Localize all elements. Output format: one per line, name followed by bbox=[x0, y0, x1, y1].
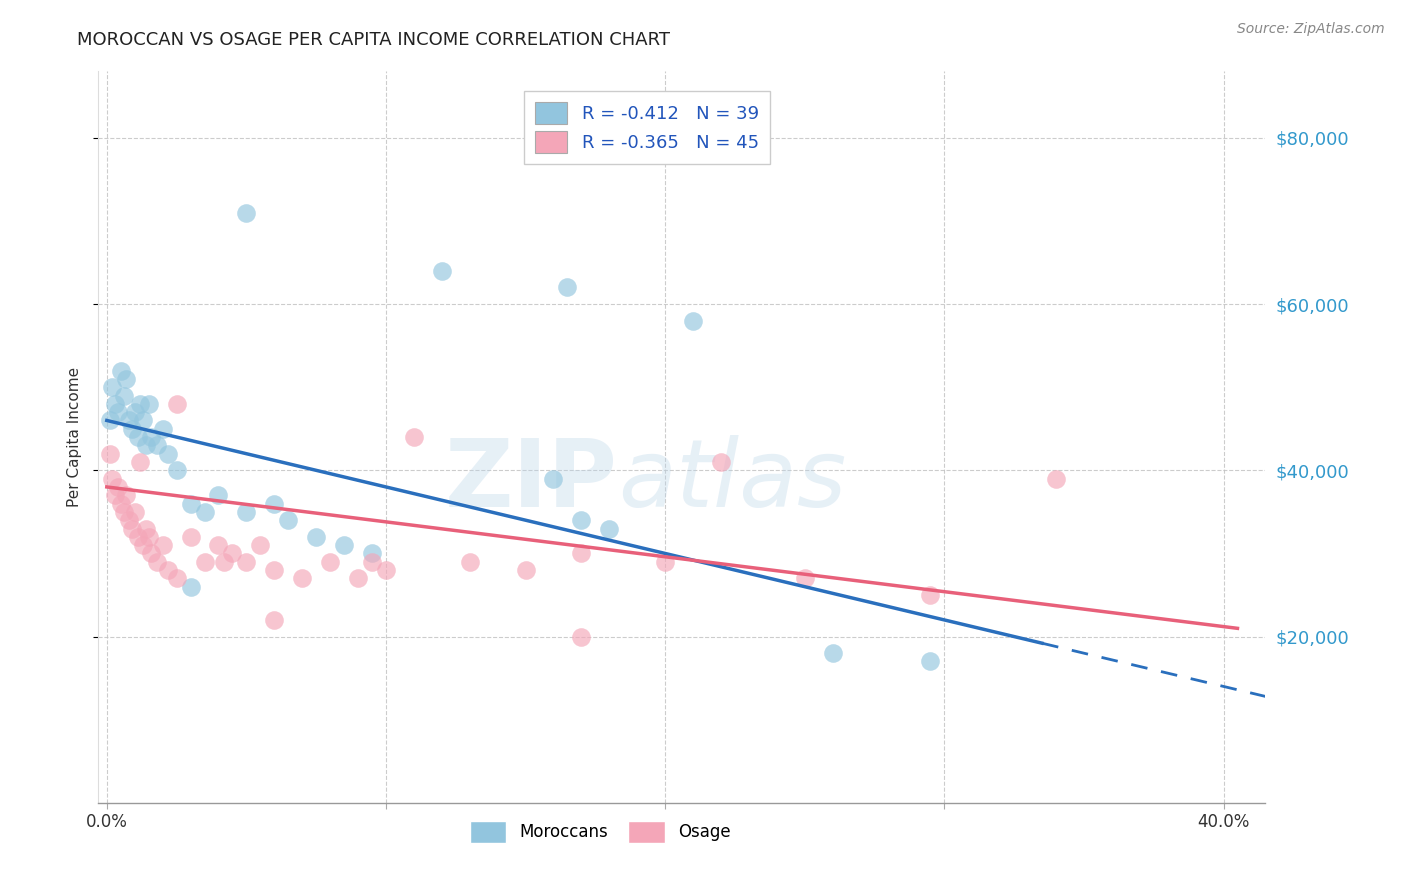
Point bbox=[115, 488, 138, 502]
Point bbox=[157, 563, 180, 577]
Point bbox=[104, 488, 127, 502]
Point bbox=[101, 472, 124, 486]
Point bbox=[193, 555, 215, 569]
Point bbox=[235, 555, 257, 569]
Point bbox=[361, 555, 384, 569]
Point bbox=[118, 513, 141, 527]
Point bbox=[305, 530, 328, 544]
Point bbox=[112, 505, 135, 519]
Point bbox=[152, 538, 174, 552]
Point bbox=[141, 430, 163, 444]
Point bbox=[138, 397, 160, 411]
Point bbox=[110, 363, 132, 377]
Point bbox=[110, 497, 132, 511]
Point bbox=[121, 521, 143, 535]
Point bbox=[135, 438, 157, 452]
Point bbox=[333, 538, 356, 552]
Point bbox=[146, 438, 169, 452]
Point bbox=[682, 314, 704, 328]
Point bbox=[319, 555, 342, 569]
Point bbox=[166, 463, 188, 477]
Point bbox=[221, 546, 243, 560]
Point bbox=[430, 264, 453, 278]
Point bbox=[129, 455, 152, 469]
Point bbox=[166, 397, 188, 411]
Point bbox=[375, 563, 398, 577]
Point bbox=[121, 422, 143, 436]
Point bbox=[107, 405, 129, 419]
Point bbox=[157, 447, 180, 461]
Point bbox=[557, 280, 579, 294]
Point bbox=[263, 497, 285, 511]
Point bbox=[101, 380, 124, 394]
Point bbox=[277, 513, 299, 527]
Point bbox=[129, 397, 152, 411]
Point bbox=[263, 563, 285, 577]
Point bbox=[235, 505, 257, 519]
Point bbox=[793, 571, 815, 585]
Point bbox=[107, 480, 129, 494]
Text: MOROCCAN VS OSAGE PER CAPITA INCOME CORRELATION CHART: MOROCCAN VS OSAGE PER CAPITA INCOME CORR… bbox=[77, 31, 671, 49]
Point bbox=[543, 472, 565, 486]
Text: Source: ZipAtlas.com: Source: ZipAtlas.com bbox=[1237, 22, 1385, 37]
Point bbox=[654, 555, 676, 569]
Point bbox=[141, 546, 163, 560]
Point bbox=[571, 513, 593, 527]
Point bbox=[402, 430, 425, 444]
Point bbox=[180, 530, 202, 544]
Point bbox=[98, 447, 121, 461]
Point bbox=[127, 530, 149, 544]
Point bbox=[291, 571, 314, 585]
Point bbox=[920, 588, 942, 602]
Point bbox=[166, 571, 188, 585]
Point bbox=[212, 555, 235, 569]
Text: atlas: atlas bbox=[617, 435, 846, 526]
Y-axis label: Per Capita Income: Per Capita Income bbox=[67, 367, 83, 508]
Point bbox=[180, 580, 202, 594]
Point bbox=[132, 413, 155, 427]
Point bbox=[124, 405, 146, 419]
Point bbox=[571, 546, 593, 560]
Point bbox=[821, 646, 844, 660]
Point bbox=[1045, 472, 1067, 486]
Point bbox=[207, 488, 229, 502]
Point bbox=[127, 430, 149, 444]
Point bbox=[135, 521, 157, 535]
Point bbox=[458, 555, 481, 569]
Point bbox=[98, 413, 121, 427]
Point bbox=[180, 497, 202, 511]
Point bbox=[132, 538, 155, 552]
Point bbox=[104, 397, 127, 411]
Point bbox=[249, 538, 271, 552]
Point bbox=[115, 372, 138, 386]
Point bbox=[124, 505, 146, 519]
Point bbox=[361, 546, 384, 560]
Point bbox=[235, 205, 257, 219]
Point bbox=[263, 613, 285, 627]
Point bbox=[571, 630, 593, 644]
Point bbox=[920, 655, 942, 669]
Point bbox=[710, 455, 733, 469]
Point bbox=[193, 505, 215, 519]
Point bbox=[347, 571, 370, 585]
Point bbox=[207, 538, 229, 552]
Point bbox=[112, 388, 135, 402]
Point bbox=[152, 422, 174, 436]
Point bbox=[515, 563, 537, 577]
Point bbox=[146, 555, 169, 569]
Point bbox=[118, 413, 141, 427]
Legend: Moroccans, Osage: Moroccans, Osage bbox=[463, 814, 738, 849]
Point bbox=[138, 530, 160, 544]
Text: ZIP: ZIP bbox=[444, 435, 617, 527]
Point bbox=[598, 521, 620, 535]
